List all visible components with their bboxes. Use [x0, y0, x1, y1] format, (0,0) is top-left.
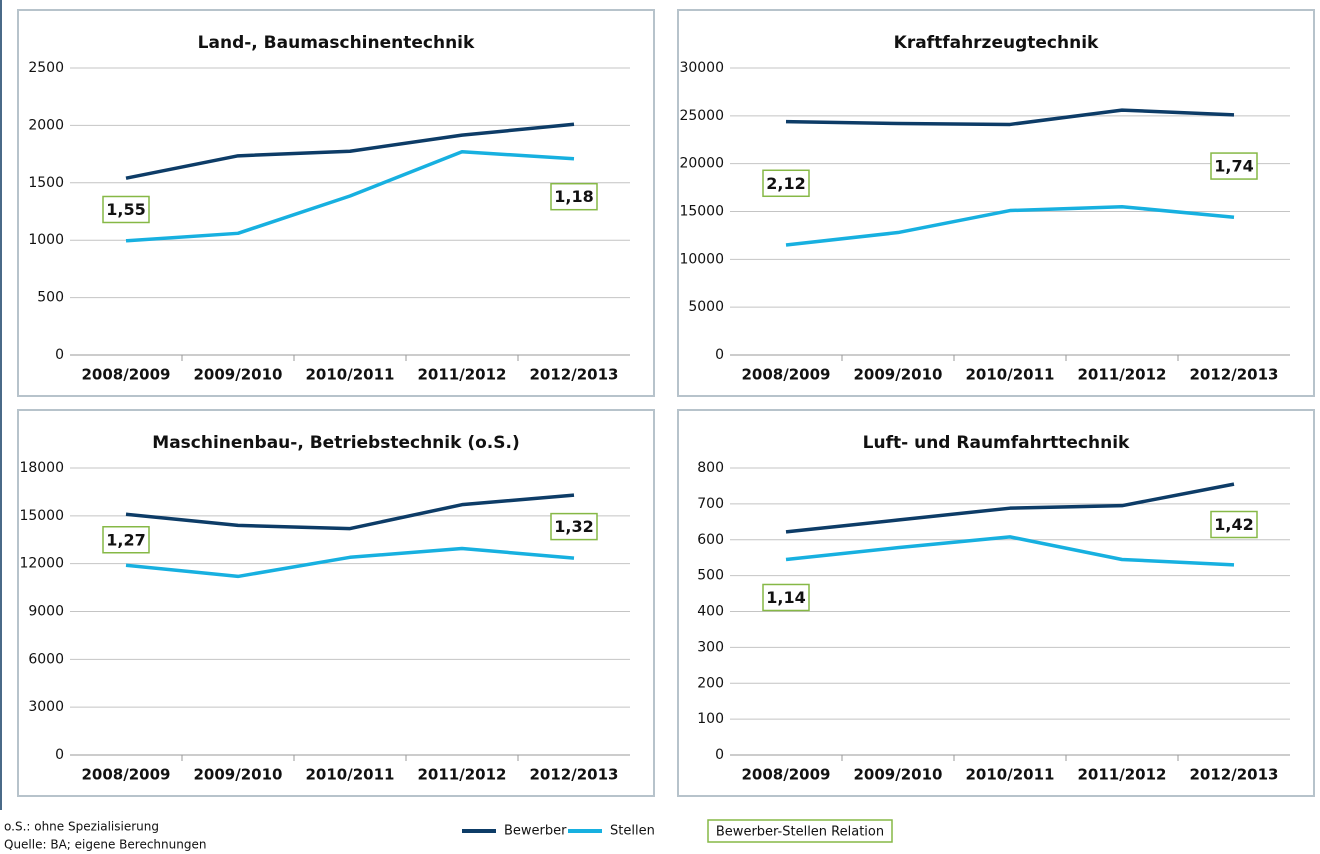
- relation-label: 1,74: [1214, 157, 1253, 176]
- x-tick-label: 2010/2011: [306, 366, 395, 384]
- x-tick-label: 2012/2013: [1190, 766, 1279, 784]
- panel: [677, 9, 1315, 397]
- series-line: [125, 546, 575, 579]
- relation-box: [102, 195, 150, 224]
- y-tick-label: 3000: [28, 699, 64, 715]
- y-tick-label: 9000: [28, 604, 64, 620]
- legend-relation-label: Bewerber-Stellen Relation: [716, 825, 884, 840]
- x-tick-label: 2011/2012: [1078, 766, 1167, 784]
- y-tick-label: 0: [55, 747, 64, 763]
- series-line: [785, 482, 1235, 534]
- series-line: [785, 108, 1235, 127]
- chart-title: Maschinenbau-, Betriebstechnik (o.S.): [152, 433, 519, 453]
- side-rule: [0, 0, 2, 810]
- relation-label: 2,12: [766, 174, 805, 193]
- y-tick-label: 25000: [679, 108, 724, 124]
- panel: [17, 409, 655, 797]
- y-tick-label: 0: [715, 747, 724, 763]
- y-tick-label: 600: [697, 532, 724, 548]
- chart-title: Kraftfahrzeugtechnik: [894, 33, 1099, 53]
- chart-title: Land-, Baumaschinentechnik: [198, 33, 475, 53]
- relation-box: [762, 583, 810, 612]
- y-tick-label: 200: [697, 675, 724, 691]
- x-tick-label: 2011/2012: [1078, 366, 1167, 384]
- y-tick-label: 15000: [679, 204, 724, 220]
- y-tick-label: 18000: [19, 460, 64, 476]
- y-tick-label: 6000: [28, 651, 64, 667]
- series-line: [785, 204, 1235, 247]
- y-tick-label: 1000: [28, 232, 64, 248]
- y-tick-label: 20000: [679, 156, 724, 172]
- y-tick-label: 12000: [19, 556, 64, 572]
- relation-box: [762, 169, 810, 198]
- relation-box: [102, 526, 150, 554]
- y-tick-label: 2000: [28, 117, 64, 133]
- x-tick-label: 2010/2011: [966, 766, 1055, 784]
- y-tick-label: 700: [697, 496, 724, 512]
- x-tick-label: 2008/2009: [742, 766, 831, 784]
- legend-label: Stellen: [610, 824, 655, 839]
- x-tick-label: 2008/2009: [82, 366, 171, 384]
- x-tick-label: 2010/2011: [306, 766, 395, 784]
- y-tick-label: 500: [37, 290, 64, 306]
- y-tick-label: 0: [55, 347, 64, 363]
- relation-label: 1,55: [106, 200, 145, 219]
- legend-relation-box: [707, 819, 893, 843]
- y-tick-label: 100: [697, 711, 724, 727]
- x-tick-label: 2008/2009: [742, 366, 831, 384]
- y-tick-label: 1500: [28, 175, 64, 191]
- y-tick-label: 15000: [19, 508, 64, 524]
- y-tick-label: 300: [697, 639, 724, 655]
- y-tick-label: 400: [697, 604, 724, 620]
- series-line: [125, 150, 575, 243]
- series-line: [125, 493, 575, 531]
- y-tick-label: 0: [715, 347, 724, 363]
- x-tick-label: 2009/2010: [854, 766, 943, 784]
- y-tick-label: 10000: [679, 251, 724, 267]
- relation-box: [1210, 510, 1258, 539]
- relation-label: 1,32: [554, 517, 593, 536]
- series-line: [785, 535, 1235, 567]
- x-tick-label: 2012/2013: [530, 366, 619, 384]
- chart-title: Luft- und Raumfahrttechnik: [863, 433, 1130, 453]
- y-tick-label: 5000: [688, 299, 724, 315]
- x-tick-label: 2011/2012: [418, 766, 507, 784]
- y-tick-label: 500: [697, 568, 724, 584]
- series-line: [125, 122, 575, 180]
- x-tick-label: 2009/2010: [194, 366, 283, 384]
- x-tick-label: 2009/2010: [854, 366, 943, 384]
- relation-label: 1,14: [766, 588, 805, 607]
- x-tick-label: 2009/2010: [194, 766, 283, 784]
- x-tick-label: 2010/2011: [966, 366, 1055, 384]
- note: o.S.: ohne Spezialisierung: [4, 820, 159, 834]
- y-tick-label: 30000: [679, 60, 724, 76]
- x-tick-label: 2012/2013: [530, 766, 619, 784]
- x-tick-label: 2008/2009: [82, 766, 171, 784]
- y-tick-label: 800: [697, 460, 724, 476]
- x-tick-label: 2011/2012: [418, 366, 507, 384]
- relation-box: [550, 182, 598, 211]
- relation-box: [550, 512, 598, 541]
- x-tick-label: 2012/2013: [1190, 366, 1279, 384]
- y-tick-label: 2500: [28, 60, 64, 76]
- legend-label: Bewerber: [504, 824, 567, 839]
- relation-label: 1,18: [554, 187, 593, 206]
- relation-box: [1210, 152, 1258, 180]
- relation-label: 1,42: [1214, 515, 1253, 534]
- note: Quelle: BA; eigene Berechnungen: [4, 838, 206, 852]
- relation-label: 1,27: [106, 530, 145, 549]
